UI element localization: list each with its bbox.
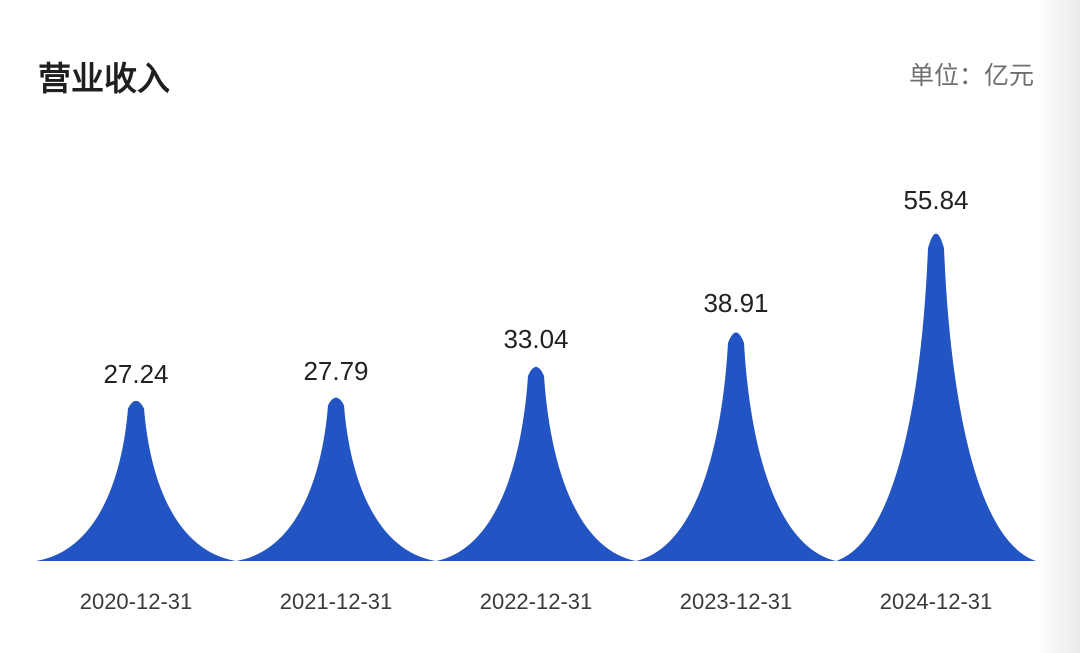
value-labels-layer: 27.24 27.79 33.04 38.91 55.84: [103, 185, 968, 389]
value-label-2021-12-31: 27.79: [303, 356, 368, 386]
category-label-2022-12-31: 2022-12-31: [480, 589, 593, 614]
bars-layer: [36, 233, 1036, 561]
category-label-2023-12-31: 2023-12-31: [680, 589, 793, 614]
value-label-2023-12-31: 38.91: [703, 288, 768, 318]
value-label-2022-12-31: 33.04: [503, 324, 568, 354]
category-label-2024-12-31: 2024-12-31: [880, 589, 993, 614]
bar-2024-12-31: [836, 233, 1036, 561]
value-label-2024-12-31: 55.84: [903, 185, 968, 215]
bar-2021-12-31: [236, 397, 436, 561]
bar-2022-12-31: [436, 366, 636, 561]
category-labels-layer: 2020-12-31 2021-12-31 2022-12-31 2023-12-31…: [80, 589, 993, 614]
category-label-2020-12-31: 2020-12-31: [80, 589, 193, 614]
value-label-2020-12-31: 27.24: [103, 359, 168, 389]
bar-2020-12-31: [36, 400, 236, 561]
unit-label: 单位：亿元: [908, 61, 1034, 90]
right-edge-shade: [1036, 0, 1080, 653]
bar-2023-12-31: [636, 332, 836, 561]
chart-title: 营业收入: [38, 59, 170, 98]
category-label-2021-12-31: 2021-12-31: [280, 589, 393, 614]
